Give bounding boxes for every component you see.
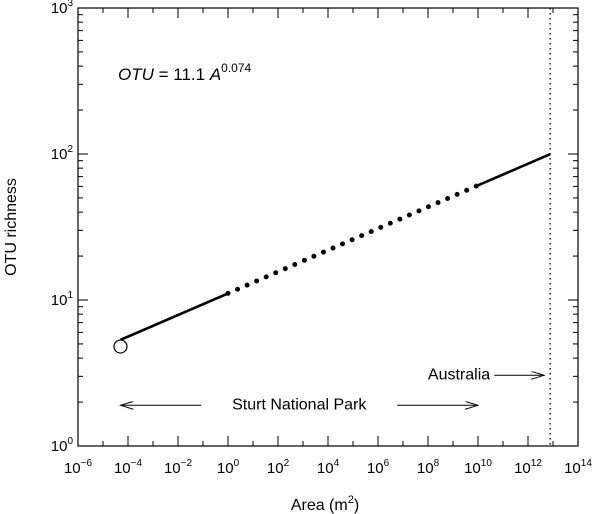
sturt-national-park-label: Sturt National Park xyxy=(232,397,367,414)
y-tick-label-base: 10 xyxy=(51,146,68,163)
x-tick-label-base: 10 xyxy=(114,460,131,477)
series-otu-area-relationship xyxy=(119,152,551,342)
x-tick-label-base: 10 xyxy=(267,460,284,477)
equation-middle: = 11.1 xyxy=(154,65,210,84)
x-tick-label-exponent: 4 xyxy=(334,458,340,469)
x-tick-label-3: 100 xyxy=(217,458,240,477)
y-tick-label-exponent: 2 xyxy=(67,144,73,155)
x-tick-label-9: 1012 xyxy=(514,458,542,477)
x-tick-label-5: 104 xyxy=(317,458,340,477)
y-tick-label-exponent: 0 xyxy=(67,436,73,447)
equation-variable: A xyxy=(209,65,221,84)
x-tick-label-base: 10 xyxy=(417,460,434,477)
equation-exponent: 0.074 xyxy=(221,61,251,75)
x-tick-label-exponent: 0 xyxy=(234,458,240,469)
x-axis-ticks xyxy=(77,8,579,446)
data-point-smallest-area xyxy=(113,339,128,354)
x-tick-label-base: 10 xyxy=(564,460,581,477)
y-axis-ticks xyxy=(78,7,578,447)
x-axis-label: Area (m2) xyxy=(291,494,359,514)
x-tick-label-exponent: 6 xyxy=(384,458,390,469)
x-tick-label-exponent: 2 xyxy=(284,458,290,469)
x-tick-label-base: 10 xyxy=(164,460,181,477)
y-tick-label-exponent: 3 xyxy=(67,0,73,9)
x-tick-label-4: 102 xyxy=(267,458,290,477)
y-axis-label: OTU richness xyxy=(3,178,20,276)
x-tick-label-exponent: −4 xyxy=(131,458,143,469)
y-tick-label-exponent: 1 xyxy=(67,290,73,301)
equation-lhs: OTU xyxy=(118,65,155,84)
x-tick-label-base: 10 xyxy=(464,460,481,477)
y-tick-label-2: 102 xyxy=(51,144,74,163)
x-tick-label-exponent: 10 xyxy=(481,458,493,469)
x-axis-label-close: ) xyxy=(354,497,359,514)
series-segment-solid-2 xyxy=(477,152,551,187)
y-tick-label-base: 10 xyxy=(51,438,68,455)
x-axis-label-superscript: 2 xyxy=(348,494,354,506)
x-tick-label-exponent: 14 xyxy=(581,458,593,469)
y-tick-label-base: 10 xyxy=(51,0,68,17)
x-tick-label-exponent: 8 xyxy=(434,458,440,469)
series-segment-dotted-1 xyxy=(225,182,481,296)
y-tick-label-base: 10 xyxy=(51,292,68,309)
x-tick-label-base: 10 xyxy=(367,460,384,477)
x-tick-label-10: 1014 xyxy=(564,458,592,477)
x-tick-label-6: 106 xyxy=(367,458,390,477)
x-tick-label-2: 10−2 xyxy=(164,458,193,477)
x-tick-label-base: 10 xyxy=(64,460,81,477)
x-tick-label-1: 10−4 xyxy=(114,458,143,477)
x-tick-label-exponent: 12 xyxy=(531,458,543,469)
equation-annotation: OTU = 11.1 A0.074 xyxy=(118,61,252,84)
australia-label: Australia xyxy=(428,367,490,384)
x-tick-label-base: 10 xyxy=(514,460,531,477)
y-tick-label-0: 100 xyxy=(51,436,74,455)
x-tick-label-exponent: −6 xyxy=(81,458,93,469)
series-segment-solid-0 xyxy=(119,292,229,342)
y-tick-label-1: 101 xyxy=(51,290,74,309)
x-tick-label-0: 10−6 xyxy=(64,458,93,477)
x-axis-tick-labels: 10−6 10−4 10−2 100 102 104 106 108 1010 1012 1014 xyxy=(64,458,592,477)
x-tick-label-base: 10 xyxy=(317,460,334,477)
x-tick-label-8: 1010 xyxy=(464,458,492,477)
x-tick-label-7: 108 xyxy=(417,458,440,477)
x-axis-label-text: Area (m xyxy=(291,497,348,514)
x-tick-label-base: 10 xyxy=(217,460,234,477)
y-tick-label-3: 103 xyxy=(51,0,74,17)
x-tick-label-exponent: −2 xyxy=(181,458,193,469)
